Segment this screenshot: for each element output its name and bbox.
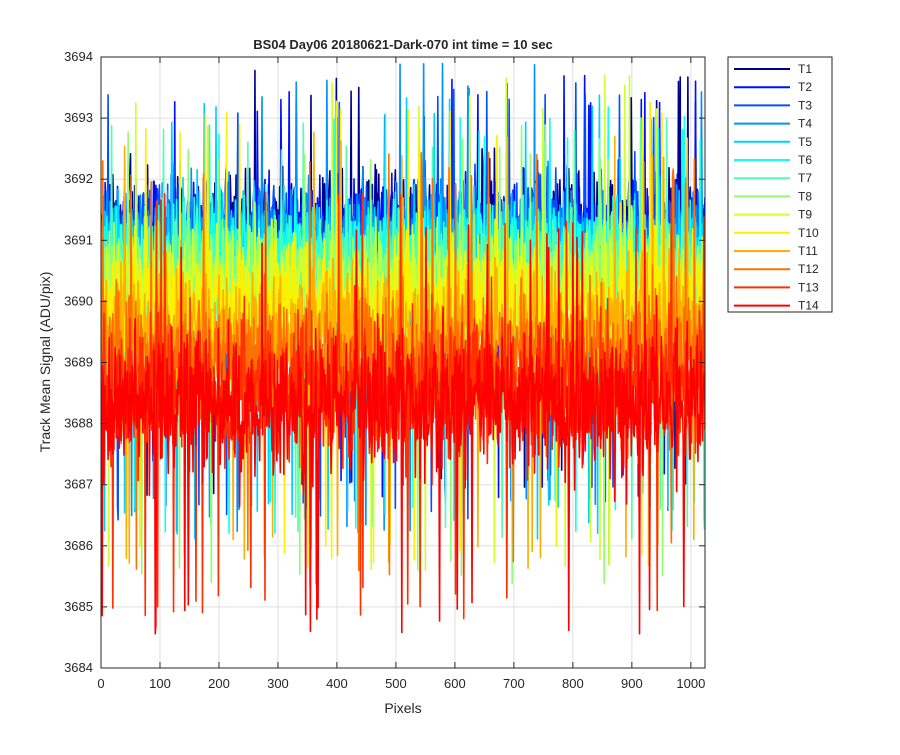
y-tick-label: 3690 [64, 293, 93, 308]
y-tick-label: 3685 [64, 599, 93, 614]
y-tick-label: 3687 [64, 477, 93, 492]
y-tick-label: 3691 [64, 232, 93, 247]
legend-label-t1: T1 [798, 62, 812, 76]
series-layer [101, 62, 705, 635]
x-tick-label: 300 [267, 676, 289, 691]
y-tick-label: 3692 [64, 171, 93, 186]
chart-title: BS04 Day06 20180621-Dark-070 int time = … [253, 37, 553, 52]
y-tick-label: 3688 [64, 416, 93, 431]
x-tick-label: 800 [562, 676, 584, 691]
legend-label-t5: T5 [798, 135, 812, 149]
x-tick-label: 500 [385, 676, 407, 691]
x-tick-label: 700 [503, 676, 525, 691]
legend-label-t10: T10 [798, 226, 819, 240]
legend-label-t14: T14 [798, 299, 819, 313]
y-tick-label: 3694 [64, 49, 93, 64]
x-tick-labels: 0 100 200 300 400 500 600 700 800 900 1000 [97, 676, 705, 691]
x-tick-label: 1000 [676, 676, 705, 691]
legend-label-t7: T7 [798, 171, 812, 185]
legend-items: T1 T2 T3 T4 T5 T6 T7 T8 T9 T10 T11 T12 T13 T14 [734, 62, 819, 313]
legend-label-t11: T11 [798, 244, 818, 258]
legend-label-t4: T4 [798, 117, 812, 131]
y-tick-label: 3693 [64, 110, 93, 125]
x-tick-label: 600 [444, 676, 466, 691]
x-tick-label: 200 [208, 676, 230, 691]
y-axis-label: Track Mean Signal (ADU/pix) [37, 272, 53, 453]
x-tick-label: 100 [149, 676, 171, 691]
legend-label-t13: T13 [798, 280, 819, 294]
legend-label-t2: T2 [798, 80, 812, 94]
x-axis-label: Pixels [384, 700, 421, 716]
x-tick-label: 0 [97, 676, 104, 691]
x-tick-label: 900 [621, 676, 643, 691]
y-tick-label: 3689 [64, 355, 93, 370]
y-tick-label: 3686 [64, 538, 93, 553]
legend-label-t8: T8 [798, 189, 812, 203]
legend: T1 T2 T3 T4 T5 T6 T7 T8 T9 T10 T11 T12 T13 T14 [727, 56, 833, 313]
ticks [100, 56, 705, 669]
x-tick-label: 400 [326, 676, 348, 691]
legend-label-t6: T6 [798, 153, 812, 167]
legend-label-t12: T12 [798, 262, 819, 276]
y-tick-label: 3684 [64, 660, 93, 675]
series-line-t14 [101, 222, 705, 635]
legend-label-t9: T9 [798, 208, 812, 222]
legend-label-t3: T3 [798, 98, 812, 112]
series-line-t9 [101, 74, 705, 571]
y-tick-labels: 3684 3685 3686 3687 3688 3689 3690 3691 3692 3693… [64, 49, 93, 675]
